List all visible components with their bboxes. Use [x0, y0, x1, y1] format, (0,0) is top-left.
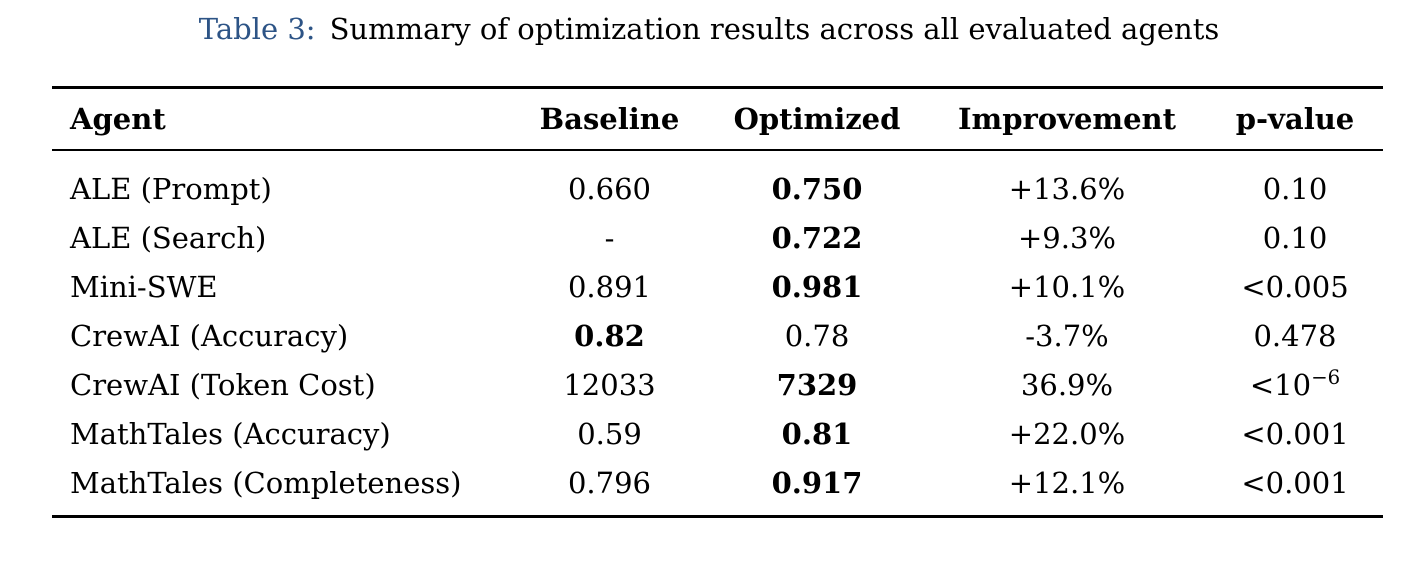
table-row: MathTales (Completeness) 0.796 0.917 +12…	[52, 458, 1383, 517]
cell-agent: ALE (Prompt)	[70, 171, 272, 206]
col-header-optimized: Optimized	[707, 87, 927, 151]
cell-agent: CrewAI (Token Cost)	[70, 367, 376, 402]
cell-improvement: +9.3%	[1018, 220, 1116, 255]
cell-optimized: 0.722	[771, 220, 863, 255]
table-row: MathTales (Accuracy) 0.59 0.81 +22.0% <0…	[52, 409, 1383, 458]
table-body: ALE (Prompt) 0.660 0.750 +13.6% 0.10 ALE…	[52, 150, 1383, 517]
table-row: CrewAI (Accuracy) 0.82 0.78 -3.7% 0.478	[52, 311, 1383, 360]
cell-improvement: +22.0%	[1008, 416, 1126, 451]
caption-label: Table 3:	[198, 12, 316, 46]
cell-agent: MathTales (Completeness)	[70, 465, 462, 500]
cell-improvement: +13.6%	[1008, 171, 1126, 206]
cell-improvement: 36.9%	[1020, 367, 1114, 402]
cell-p-value: <0.001	[1241, 465, 1349, 500]
cell-optimized: 0.750	[771, 171, 863, 206]
cell-improvement: -3.7%	[1025, 318, 1109, 353]
col-header-baseline: Baseline	[512, 87, 707, 151]
col-header-p-value: p-value	[1207, 87, 1383, 151]
cell-optimized: 0.78	[784, 318, 850, 353]
cell-agent: ALE (Search)	[70, 220, 267, 255]
cell-optimized: 0.981	[771, 269, 863, 304]
table-row: CrewAI (Token Cost) 12033 7329 36.9% <10…	[52, 360, 1383, 409]
cell-agent: CrewAI (Accuracy)	[70, 318, 349, 353]
cell-baseline: 0.660	[567, 171, 652, 206]
table-row: ALE (Search) - 0.722 +9.3% 0.10	[52, 213, 1383, 262]
table-row: ALE (Prompt) 0.660 0.750 +13.6% 0.10	[52, 150, 1383, 213]
cell-p-value: <0.001	[1241, 416, 1349, 451]
caption-text: Summary of optimization results across a…	[329, 12, 1220, 46]
cell-p-value: <0.005	[1241, 269, 1349, 304]
cell-baseline: 0.891	[567, 269, 652, 304]
cell-baseline: 0.59	[577, 416, 642, 451]
cell-p-value: 0.478	[1253, 318, 1337, 353]
cell-optimized: 7329	[776, 367, 858, 402]
cell-p-value: 0.10	[1262, 220, 1328, 255]
cell-baseline: 0.82	[574, 318, 645, 353]
cell-baseline: 12033	[563, 367, 656, 402]
cell-p-value: <10−6	[1249, 365, 1341, 402]
cell-baseline: -	[604, 220, 615, 255]
col-header-improvement: Improvement	[927, 87, 1207, 151]
results-table-container: Agent Baseline Optimized Improvement p-v…	[52, 86, 1383, 518]
cell-agent: Mini-SWE	[70, 269, 218, 304]
table-row: Mini-SWE 0.891 0.981 +10.1% <0.005	[52, 262, 1383, 311]
table-caption: Table 3: Summary of optimization results …	[0, 10, 1418, 48]
header-row: Agent Baseline Optimized Improvement p-v…	[52, 87, 1383, 151]
col-header-agent: Agent	[52, 87, 512, 151]
cell-optimized: 0.917	[771, 465, 863, 500]
cell-p-value: 0.10	[1262, 171, 1328, 206]
results-table: Agent Baseline Optimized Improvement p-v…	[52, 86, 1383, 518]
cell-improvement: +12.1%	[1008, 465, 1126, 500]
cell-agent: MathTales (Accuracy)	[70, 416, 391, 451]
cell-baseline: 0.796	[567, 465, 652, 500]
cell-optimized: 0.81	[781, 416, 853, 451]
cell-improvement: +10.1%	[1008, 269, 1126, 304]
